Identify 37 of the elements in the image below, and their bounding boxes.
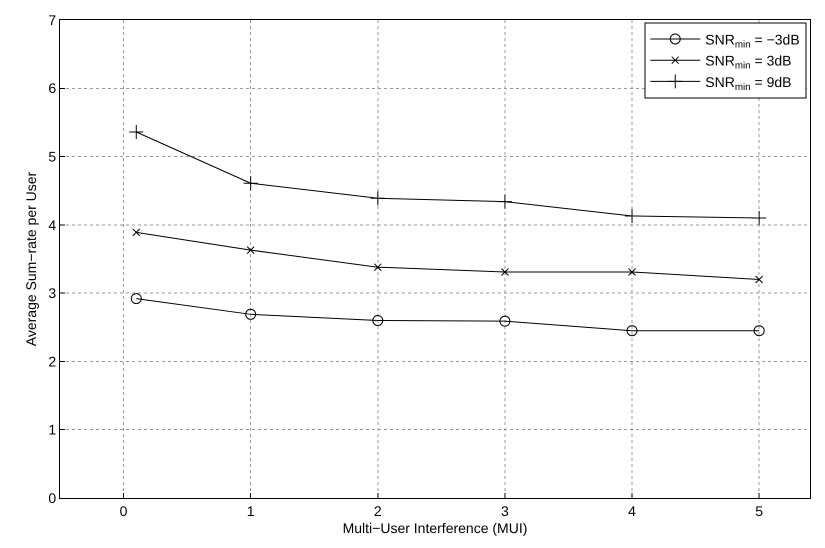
y-tick-label: 3 [48, 285, 56, 302]
point [752, 210, 767, 226]
x-tick-label: 4 [628, 502, 636, 519]
point [132, 228, 140, 236]
point [243, 176, 258, 191]
y-tick-label: 0 [48, 490, 56, 506]
y-tick-label: 5 [48, 148, 56, 164]
y-tick-label: 4 [48, 216, 56, 233]
x-tick-label: 5 [755, 502, 764, 519]
point [754, 325, 765, 336]
point [245, 308, 256, 320]
point [370, 190, 386, 206]
x-tick-label: 0 [120, 502, 128, 519]
point [246, 246, 255, 254]
y-tick-label: 7 [48, 12, 56, 28]
point [624, 208, 640, 224]
point [130, 293, 142, 304]
y-tick-label: 2 [48, 353, 56, 370]
point [499, 316, 510, 327]
x-tick-label: 3 [501, 502, 510, 519]
x-tick-label: 2 [374, 502, 382, 519]
y-axis-title: Average Sum−rate per User [23, 171, 40, 346]
x-tick-label: 1 [246, 502, 255, 519]
point [372, 314, 384, 326]
y-tick-label: 6 [48, 80, 56, 96]
y-tick-label: 1 [48, 422, 56, 438]
point [628, 268, 636, 276]
x-axis-title: Multi−User Interference (MUI) [342, 520, 528, 536]
point [755, 275, 764, 284]
point [626, 325, 638, 336]
legend-label: SNR$_{min}$ = −3dB [705, 31, 800, 50]
point [497, 194, 512, 210]
point [128, 124, 144, 140]
point [374, 263, 382, 272]
point [500, 268, 509, 276]
legend-label: SNR$_{min}$ = 3dB [705, 52, 792, 72]
legend-label: SNR$_{min}$ = 9dB [705, 74, 792, 93]
